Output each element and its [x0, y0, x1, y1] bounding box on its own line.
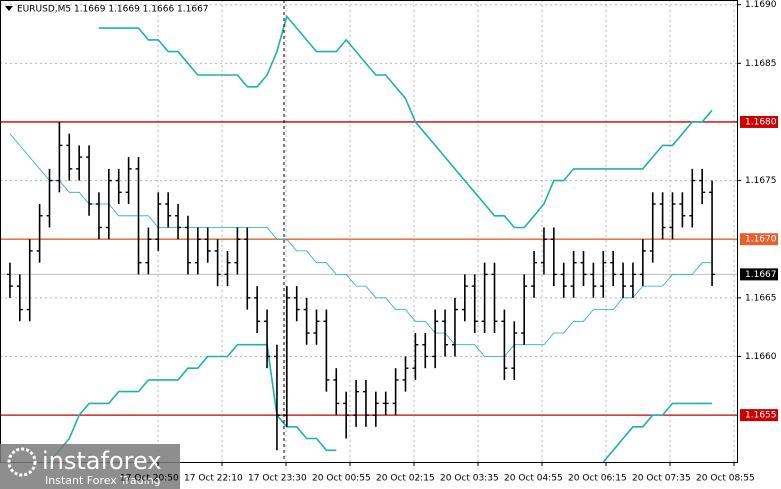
level-label-box	[740, 409, 778, 422]
level-label: 1.1670	[745, 235, 777, 245]
plot-border	[0, 0, 738, 463]
menu-arrow[interactable]	[5, 6, 13, 11]
y-tick-label: 1.1690	[745, 0, 777, 10]
band-line	[48, 343, 713, 463]
level-label-box	[740, 268, 778, 281]
level-label: 1.1667	[745, 270, 777, 280]
x-tick-label: 17 Oct 22:10	[184, 474, 243, 484]
y-tick-label: 1.1665	[745, 293, 777, 303]
logo-box	[0, 444, 180, 489]
level-label: 1.1680	[745, 117, 777, 127]
chart-title: EURUSD,M5 1.1669 1.1669 1.1666 1.1667	[17, 5, 209, 15]
x-tick-label: 17 Oct 23:30	[248, 474, 307, 484]
logo-brand: instaforex	[42, 447, 162, 475]
logo-icon	[7, 447, 37, 477]
x-tick-label: 20 Oct 06:15	[568, 474, 627, 484]
x-tick-label: 20 Oct 02:15	[376, 474, 435, 484]
y-tick-label: 1.1685	[745, 59, 777, 69]
plot-area	[0, 0, 737, 463]
x-tick-label: 20 Oct 08:55	[696, 474, 755, 484]
level-label-box	[740, 115, 778, 128]
x-tick-label: 20 Oct 07:35	[632, 474, 691, 484]
x-tick-label: 20 Oct 03:35	[440, 474, 499, 484]
band-line	[98, 14, 713, 229]
level-label-box	[740, 233, 778, 246]
y-tick-label: 1.1660	[745, 352, 777, 362]
x-tick-label: 17 Oct 20:50	[120, 474, 179, 484]
level-label: 1.1655	[745, 411, 777, 421]
x-tick-label: 20 Oct 04:55	[504, 474, 563, 484]
x-tick-label: 20 Oct 00:55	[312, 474, 371, 484]
y-tick-label: 1.1675	[745, 176, 777, 186]
watermark: instaforex Instant Forex Trading	[0, 444, 180, 489]
band-line	[9, 133, 713, 357]
logo-tagline: Instant Forex Trading	[45, 474, 161, 487]
